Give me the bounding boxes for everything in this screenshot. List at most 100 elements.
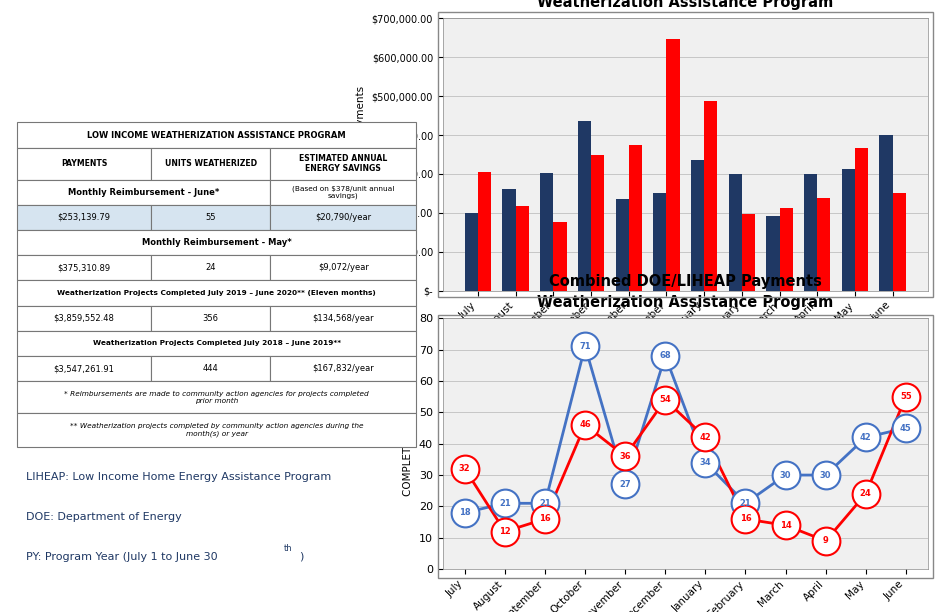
Bar <box>666 39 679 291</box>
Text: 42: 42 <box>700 433 711 442</box>
Bar <box>17 230 416 255</box>
Text: Monthly Reimbursement - June*: Monthly Reimbursement - June* <box>68 188 219 196</box>
Text: 71: 71 <box>579 342 591 351</box>
Text: 42: 42 <box>860 433 871 442</box>
Bar <box>553 222 566 291</box>
Bar <box>742 214 755 291</box>
Bar <box>151 356 270 381</box>
Bar <box>17 122 416 147</box>
Text: $9,072/year: $9,072/year <box>317 263 368 272</box>
Title: Combined DOE/LIHEAP Payments
Weatherization Assistance Program: Combined DOE/LIHEAP Payments Weatherizat… <box>537 0 834 10</box>
Bar <box>270 305 416 331</box>
Text: 444: 444 <box>203 364 219 373</box>
Bar <box>17 179 270 205</box>
Bar <box>804 174 818 291</box>
Text: * Reimbursements are made to community action agencies for projects completed
pr: * Reimbursements are made to community a… <box>64 390 369 404</box>
Text: 27: 27 <box>619 480 631 489</box>
Bar <box>591 155 604 291</box>
Bar <box>151 255 270 280</box>
Text: 34: 34 <box>700 458 711 467</box>
Text: th: th <box>284 543 292 553</box>
Bar <box>151 205 270 230</box>
Text: 16: 16 <box>539 515 551 523</box>
Text: 30: 30 <box>780 471 791 480</box>
Text: 21: 21 <box>539 499 551 508</box>
Bar <box>705 101 718 291</box>
Bar <box>577 121 591 291</box>
Text: 16: 16 <box>739 515 752 523</box>
Text: 18: 18 <box>459 508 471 517</box>
Bar <box>151 147 270 179</box>
Text: Monthly Reimbursement - May*: Monthly Reimbursement - May* <box>142 238 291 247</box>
Text: 36: 36 <box>619 452 631 461</box>
Bar <box>880 135 893 291</box>
Bar <box>515 206 528 291</box>
Legend: Combined DOE/LIHEAP for PY2018/2019, Combined DOE/LIHEAP for PY2019/2020: Combined DOE/LIHEAP for PY2018/2019, Com… <box>457 371 914 389</box>
Text: 356: 356 <box>203 314 219 323</box>
Y-axis label: Reimbursement Payments: Reimbursement Payments <box>356 86 366 223</box>
Bar <box>270 255 416 280</box>
Text: 55: 55 <box>900 392 912 401</box>
Text: ** Weatherization projects completed by community action agencies during the
mon: ** Weatherization projects completed by … <box>70 423 364 437</box>
Bar <box>17 280 416 305</box>
Text: $134,568/year: $134,568/year <box>313 314 374 323</box>
Text: 24: 24 <box>860 490 871 498</box>
Text: 68: 68 <box>659 351 671 360</box>
Text: $3,859,552.48: $3,859,552.48 <box>54 314 115 323</box>
Bar <box>17 205 151 230</box>
Bar <box>17 147 151 179</box>
Text: (Based on $378/unit annual
savings): (Based on $378/unit annual savings) <box>292 185 395 199</box>
Text: 54: 54 <box>659 395 671 405</box>
Bar <box>270 147 416 179</box>
Bar <box>17 381 416 413</box>
Text: 21: 21 <box>499 499 511 508</box>
Bar <box>540 173 553 291</box>
Text: UNITS WEATHERIZED: UNITS WEATHERIZED <box>165 159 257 168</box>
Bar <box>855 148 869 291</box>
Bar <box>502 188 515 291</box>
Bar <box>17 331 416 356</box>
Bar <box>270 205 416 230</box>
Text: 30: 30 <box>820 471 832 480</box>
Text: $167,832/year: $167,832/year <box>313 364 374 373</box>
Text: 46: 46 <box>579 420 591 430</box>
Text: 21: 21 <box>739 499 752 508</box>
Text: 9: 9 <box>822 537 829 545</box>
Text: ESTIMATED ANNUAL
ENERGY SAVINGS: ESTIMATED ANNUAL ENERGY SAVINGS <box>300 154 387 173</box>
Text: DOE: Department of Energy: DOE: Department of Energy <box>26 512 182 522</box>
Text: LIHEAP: Low Income Home Energy Assistance Program: LIHEAP: Low Income Home Energy Assistanc… <box>26 472 332 482</box>
Text: 55: 55 <box>205 213 216 222</box>
Bar <box>628 145 642 291</box>
Text: 12: 12 <box>499 527 511 536</box>
Bar <box>691 160 705 291</box>
Text: PAYMENTS: PAYMENTS <box>61 159 107 168</box>
Text: $3,547,261.91: $3,547,261.91 <box>54 364 115 373</box>
Bar <box>842 169 855 291</box>
Text: 24: 24 <box>205 263 216 272</box>
Bar <box>17 255 151 280</box>
Bar <box>818 198 831 291</box>
Text: 14: 14 <box>780 521 791 530</box>
Bar <box>653 193 666 291</box>
Bar <box>729 174 742 291</box>
Bar <box>17 413 416 447</box>
Bar <box>893 193 906 291</box>
Bar <box>615 200 628 291</box>
Text: ): ) <box>299 552 303 562</box>
Bar <box>464 213 478 291</box>
Text: LOW INCOME WEATHERIZATION ASSISTANCE PROGRAM: LOW INCOME WEATHERIZATION ASSISTANCE PRO… <box>88 130 346 140</box>
Bar <box>270 179 416 205</box>
Bar <box>17 356 151 381</box>
Text: 32: 32 <box>459 465 471 473</box>
Bar <box>478 172 491 291</box>
Bar <box>767 215 780 291</box>
Text: 45: 45 <box>900 424 912 433</box>
Text: $375,310.89: $375,310.89 <box>57 263 110 272</box>
Text: $253,139.79: $253,139.79 <box>57 213 110 222</box>
Y-axis label: COMPLETED HOMES: COMPLETED HOMES <box>403 391 414 496</box>
Bar <box>270 356 416 381</box>
Bar <box>780 208 793 291</box>
Text: $20,790/year: $20,790/year <box>316 213 371 222</box>
Title: Combined DOE/LIHEAP Payments
Weatherization Assistance Program: Combined DOE/LIHEAP Payments Weatherizat… <box>537 274 834 310</box>
Text: PY: Program Year (July 1 to June 30: PY: Program Year (July 1 to June 30 <box>26 552 218 562</box>
